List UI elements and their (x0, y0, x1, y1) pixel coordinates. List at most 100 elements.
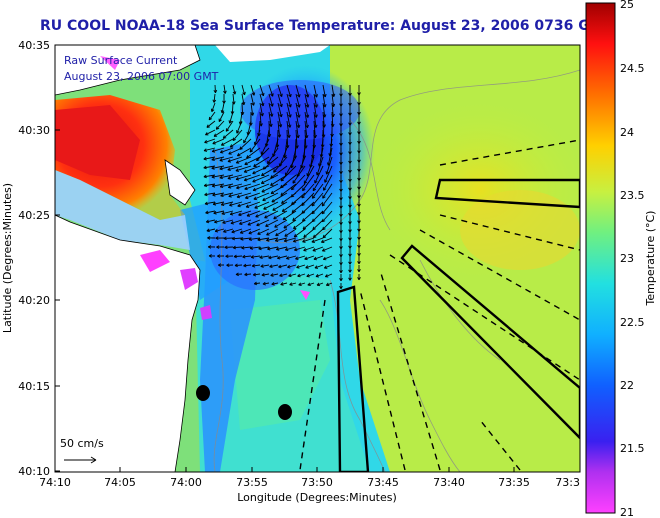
current-vector (267, 246, 279, 250)
current-vector (273, 156, 288, 173)
current-vector (294, 246, 306, 251)
current-vector (261, 273, 270, 276)
current-vector (221, 138, 234, 146)
current-vector (244, 174, 261, 181)
current-vector (284, 138, 288, 158)
current-vector (254, 129, 261, 146)
current-vector (331, 84, 335, 97)
current-vector (229, 111, 234, 124)
current-vector (249, 237, 261, 241)
current-vector (219, 174, 234, 179)
current-vector (252, 165, 270, 175)
current-vector (258, 246, 270, 250)
current-vector (237, 147, 252, 157)
current-vector (220, 147, 234, 154)
current-vector (273, 210, 288, 220)
current-vector (230, 210, 243, 215)
colorbar-tick-label: 23 (620, 252, 634, 265)
current-vector (223, 228, 234, 233)
current-vector (291, 147, 297, 169)
current-vector (313, 255, 324, 260)
current-vector (223, 84, 226, 94)
current-vector (280, 174, 297, 189)
current-vector (220, 192, 234, 197)
current-vector (315, 273, 324, 277)
current-vector (206, 228, 216, 232)
colorbar-label: Temperature (°C) (644, 211, 657, 307)
current-vector (312, 246, 324, 252)
current-vector (271, 282, 279, 285)
current-vector (211, 156, 225, 161)
current-vector (277, 93, 283, 107)
current-vector (236, 192, 252, 198)
current-vector (270, 174, 288, 186)
current-vector (279, 273, 288, 277)
current-vector (306, 273, 315, 277)
current-vector (204, 183, 216, 187)
current-vector (268, 111, 272, 127)
current-vector (252, 183, 270, 191)
current-vector (261, 183, 279, 193)
current-vector (241, 93, 245, 105)
current-vector (292, 210, 306, 221)
current-vector (248, 228, 261, 234)
current-vector (304, 93, 309, 108)
current-vector (323, 174, 333, 191)
current-vector (286, 102, 291, 118)
current-vector (204, 138, 216, 143)
current-vector (270, 273, 279, 276)
current-vector (221, 201, 234, 206)
current-vector (283, 219, 297, 229)
current-vector (305, 264, 315, 269)
current-vector (288, 273, 297, 277)
current-vector (244, 165, 261, 173)
current-vector (250, 84, 255, 96)
current-vector (231, 228, 243, 233)
current-vector (322, 84, 326, 98)
x-tick-label: 73:50 (301, 476, 333, 489)
current-vector (240, 228, 252, 234)
current-vector (321, 192, 333, 207)
current-vector (295, 120, 299, 139)
current-vector (265, 219, 279, 227)
current-vector (303, 165, 315, 184)
current-vector (235, 165, 252, 172)
current-vector (237, 201, 252, 207)
current-vector (296, 156, 306, 177)
current-vector (213, 210, 225, 214)
current-vector (239, 111, 243, 125)
current-vector (262, 192, 279, 201)
current-vector (312, 210, 324, 222)
y-axis: 40:35 40:30 40:25 40:20 40:15 40:10 (18, 39, 60, 478)
current-vector (232, 237, 243, 240)
current-vector (331, 111, 334, 127)
current-vector (296, 264, 306, 269)
current-vector (228, 183, 243, 188)
colorbar-tick-label: 25 (620, 0, 634, 11)
current-vector (244, 273, 252, 276)
current-vector (324, 264, 333, 269)
current-vector (297, 273, 306, 277)
current-vector (221, 102, 225, 114)
current-vector (313, 228, 324, 238)
current-vector (277, 111, 282, 128)
current-vector (259, 84, 264, 96)
current-vector (213, 201, 225, 205)
current-vector (205, 210, 216, 214)
y-tick-label: 40:35 (18, 39, 50, 52)
current-vector (302, 219, 315, 230)
current-vector (204, 201, 216, 205)
current-vector (234, 264, 243, 266)
current-vector (295, 93, 300, 108)
current-vector (303, 228, 315, 238)
current-vector (293, 228, 306, 238)
current-vector (212, 183, 225, 187)
current-vector (286, 111, 291, 128)
current-vector (281, 201, 297, 212)
y-tick-label: 40:20 (18, 294, 50, 307)
current-vector (241, 84, 246, 95)
current-vector (293, 237, 306, 242)
x-axis-label: Longitude (Degrees:Minutes) (237, 491, 397, 504)
current-vector (247, 219, 261, 226)
current-vector (233, 246, 243, 249)
